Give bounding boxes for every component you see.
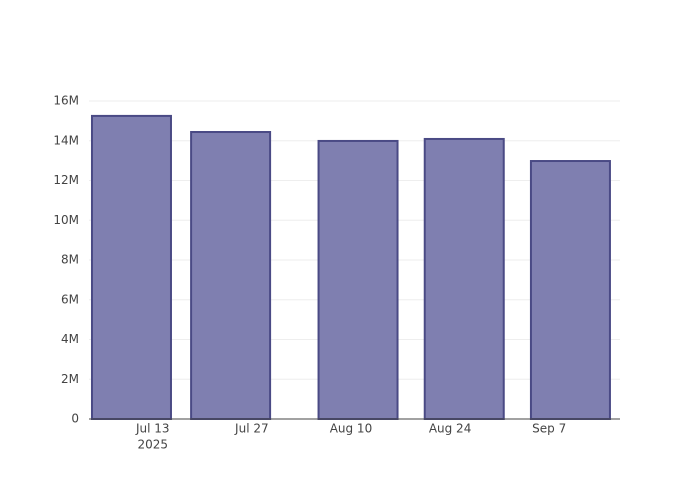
x-tick-label: Aug 10 <box>330 422 373 436</box>
bar <box>90 114 172 420</box>
y-tick-label: 16M <box>53 94 79 108</box>
y-tick-label: 8M <box>61 253 79 267</box>
x-tick-label: Jul 13 <box>135 422 170 436</box>
x-tick-label: Jul 27 <box>234 422 269 436</box>
bar <box>317 139 399 420</box>
x-year-label: 2025 <box>137 438 168 452</box>
y-tick-label: 2M <box>61 372 79 386</box>
bar <box>423 137 505 420</box>
y-tick-label: 12M <box>53 173 79 187</box>
x-tick-label: Sep 7 <box>532 422 566 436</box>
y-tick-label: 14M <box>53 133 79 147</box>
bar <box>529 160 611 421</box>
y-tick-label: 4M <box>61 332 79 346</box>
bar <box>190 131 272 420</box>
x-tick-label: Aug 24 <box>429 422 472 436</box>
y-tick-label: 0 <box>71 412 79 426</box>
y-tick-label: 6M <box>61 292 79 306</box>
y-tick-label: 10M <box>53 213 79 227</box>
